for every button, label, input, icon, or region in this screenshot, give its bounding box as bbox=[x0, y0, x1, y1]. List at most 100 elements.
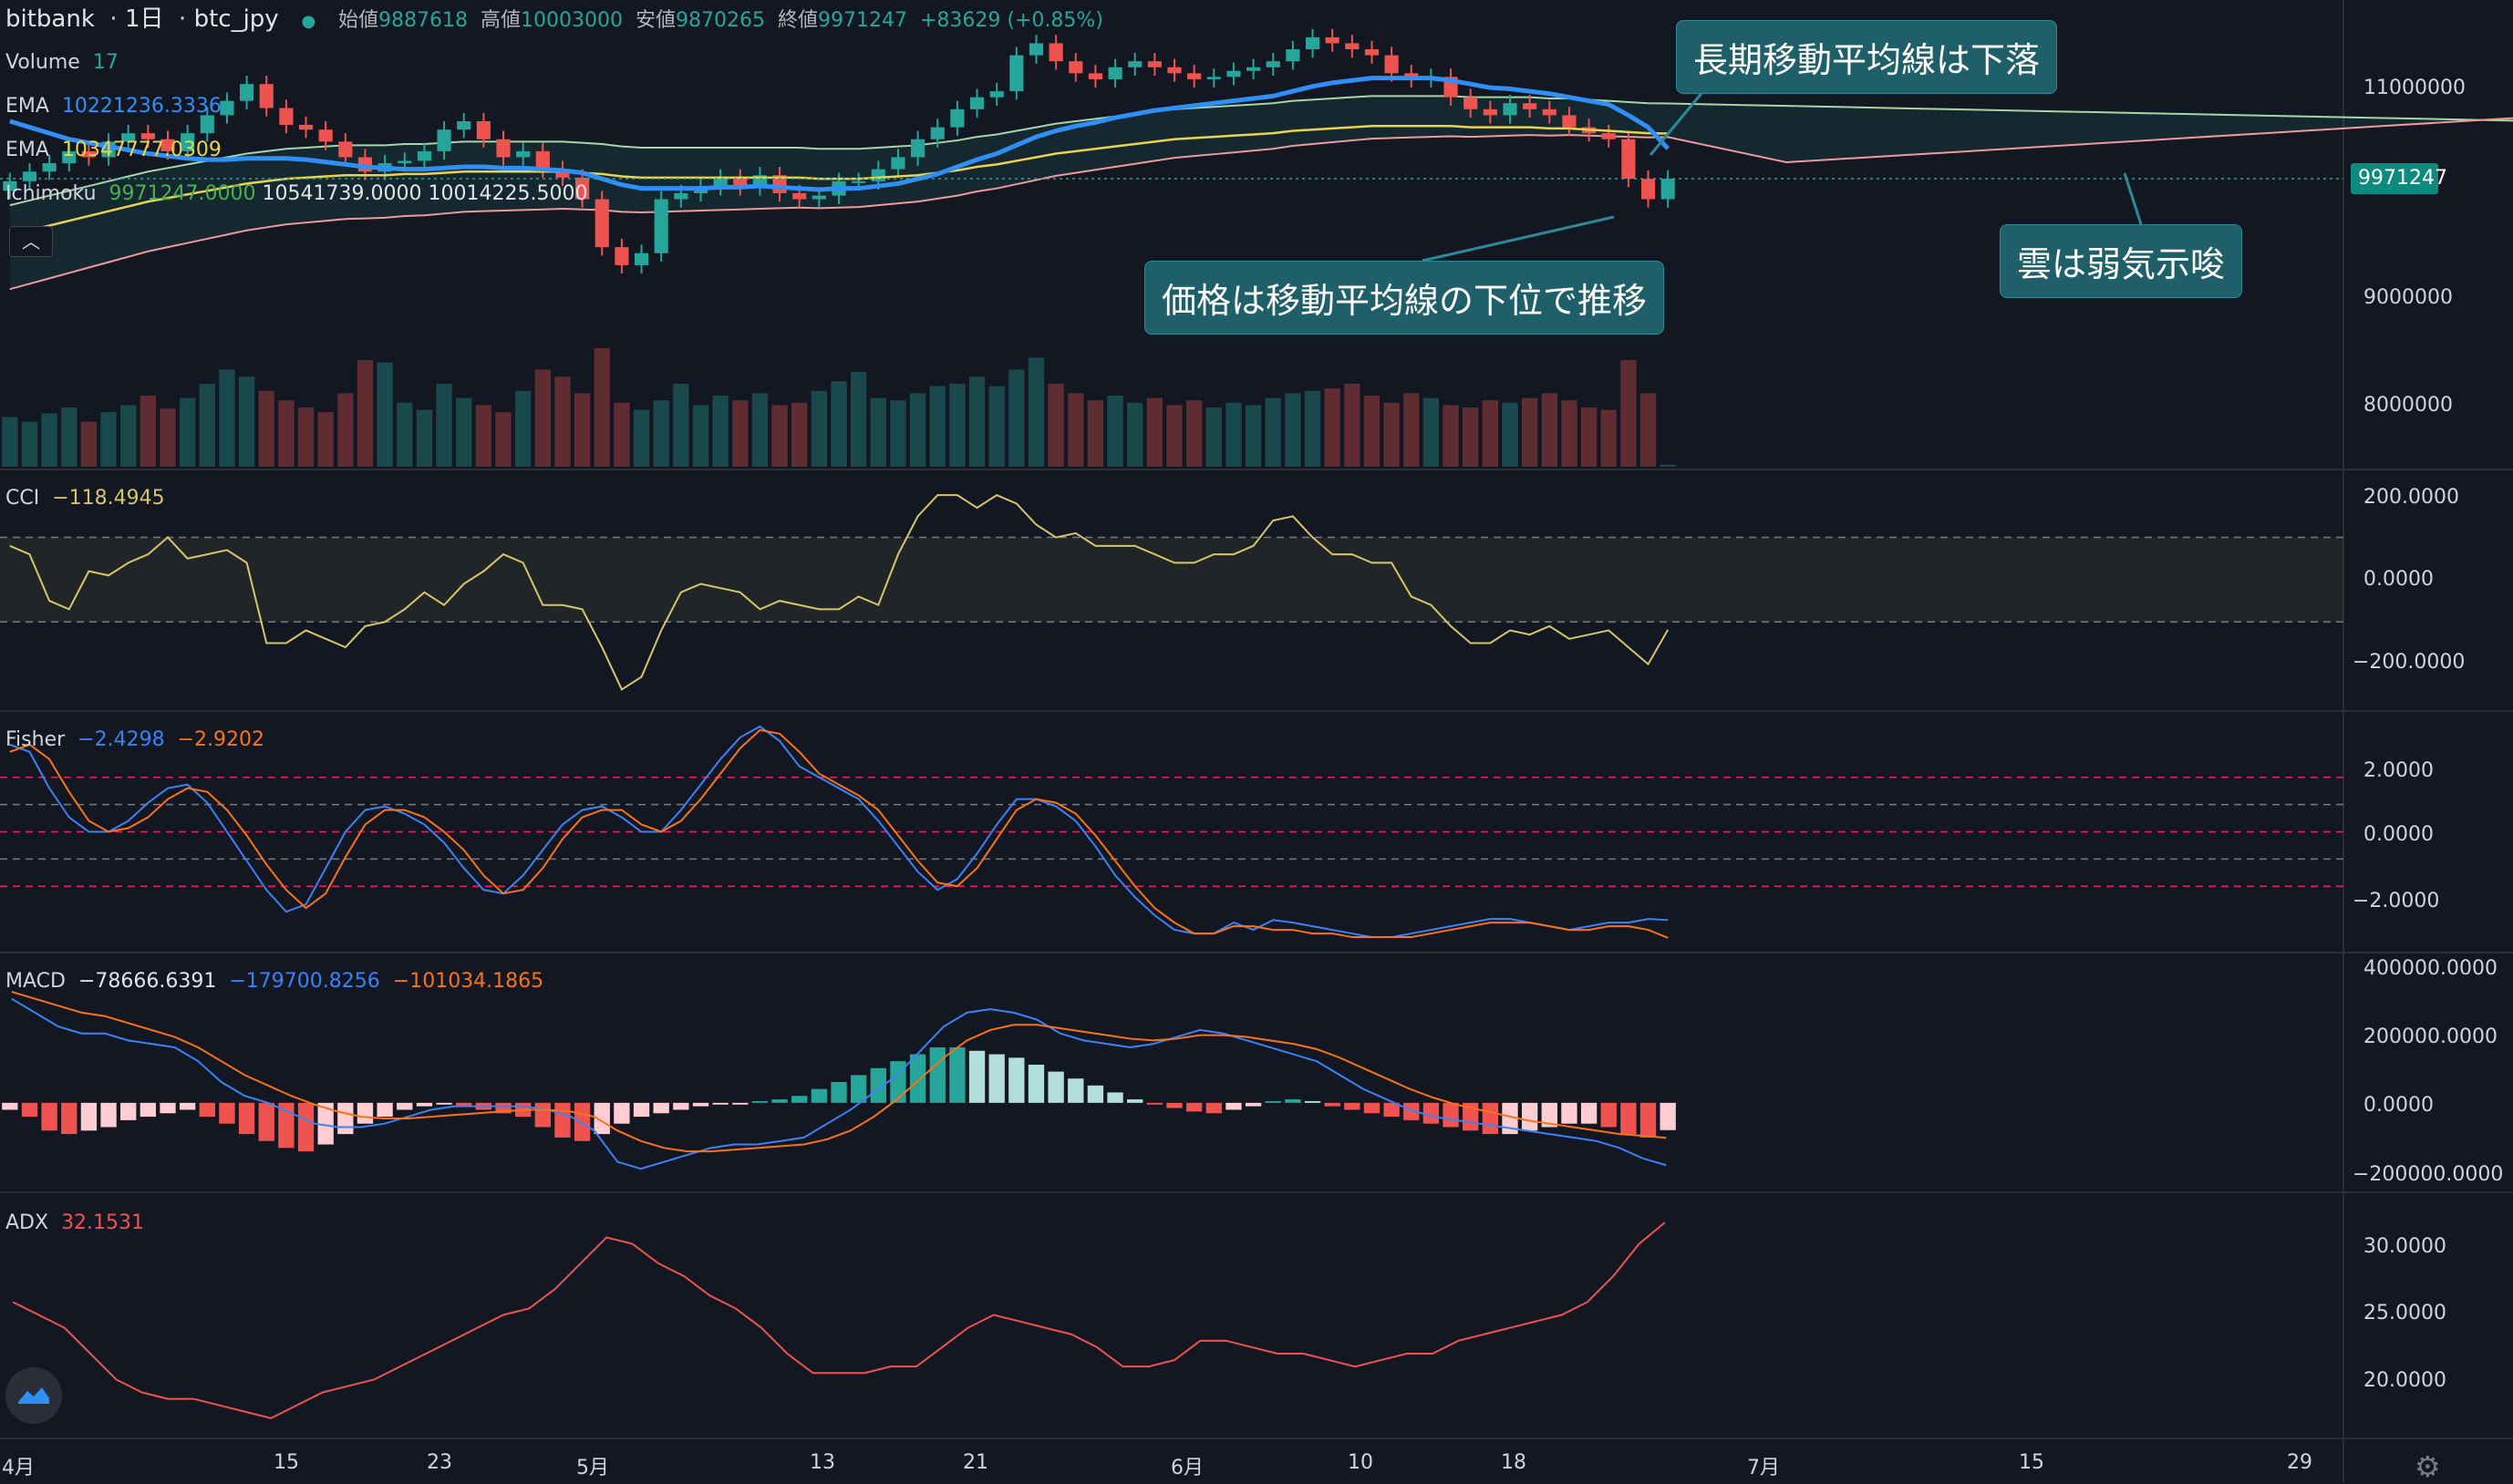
macd-histogram-bar bbox=[1225, 1102, 1242, 1110]
high-label: 高値 bbox=[481, 9, 522, 32]
x-tick-15b: 15 bbox=[2019, 1451, 2044, 1474]
macd-histogram-bar bbox=[1344, 1102, 1360, 1110]
macd-histogram-bar bbox=[436, 1102, 452, 1105]
ema-fast-legend[interactable]: EMA 10221236.3336 bbox=[5, 93, 222, 120]
volume-bar bbox=[811, 390, 828, 467]
macd-histogram-bar bbox=[732, 1102, 749, 1105]
adx-tick-25: 25.0000 bbox=[2363, 1302, 2446, 1324]
volume-legend[interactable]: Volume 17 bbox=[5, 49, 119, 77]
tradingview-logo[interactable] bbox=[5, 1367, 62, 1424]
adx-value: 32.1531 bbox=[61, 1211, 145, 1234]
volume-bar bbox=[791, 402, 808, 467]
close-value: 9971247 bbox=[818, 9, 907, 32]
macd-histogram-bar bbox=[1600, 1102, 1617, 1128]
volume-label: Volume bbox=[5, 51, 80, 74]
fisher-pane[interactable] bbox=[0, 725, 2343, 939]
candle-body bbox=[634, 252, 649, 265]
logo-icon bbox=[18, 1387, 49, 1404]
cci-legend[interactable]: CCI −118.4945 bbox=[5, 485, 165, 512]
candle-body bbox=[259, 84, 274, 108]
ema-slow-legend[interactable]: EMA 10347777.0309 bbox=[5, 137, 222, 164]
annotation-price-below-ma[interactable]: 価格は移動平均線の下位で推移 bbox=[1144, 261, 1665, 335]
cci-tick-200: 200.0000 bbox=[2363, 486, 2459, 509]
fisher-label: Fisher bbox=[5, 728, 66, 751]
volume-bar bbox=[1561, 400, 1577, 467]
fisher-tick-2: 2.0000 bbox=[2363, 759, 2434, 782]
price-pane[interactable] bbox=[0, 28, 2513, 467]
macd-histogram-bar bbox=[397, 1102, 413, 1110]
macd-histogram-bar bbox=[199, 1102, 215, 1118]
volume-bar bbox=[80, 421, 98, 467]
volume-bar bbox=[514, 390, 532, 467]
volume-bar bbox=[890, 400, 906, 467]
interval-label[interactable]: 1日 bbox=[124, 5, 164, 33]
macd-histogram-bar bbox=[909, 1054, 926, 1103]
candle-body bbox=[181, 133, 195, 151]
volume-bar bbox=[1146, 397, 1163, 467]
volume-bar bbox=[594, 348, 610, 467]
adx-pane[interactable] bbox=[12, 1221, 1666, 1419]
macd-tick-minus200000: −200000.0000 bbox=[2353, 1163, 2504, 1186]
ema-fast-value: 10221236.3336 bbox=[61, 95, 222, 118]
candle-body bbox=[1029, 43, 1044, 56]
macd-histogram-bar bbox=[1660, 1102, 1676, 1130]
candle-body bbox=[674, 192, 688, 200]
ichimoku-legend[interactable]: Ichimoku 9971247.0000 10541739.0000 1001… bbox=[5, 180, 587, 208]
candle-body bbox=[1503, 103, 1517, 116]
high-value: 10003000 bbox=[521, 9, 623, 32]
collapse-legend-button[interactable]: ︿ bbox=[9, 226, 53, 257]
macd-histogram-bar bbox=[751, 1100, 769, 1103]
adx-tick-20: 20.0000 bbox=[2363, 1369, 2446, 1392]
macd-histogram-bar bbox=[120, 1102, 137, 1120]
fisher-value-2: −2.9202 bbox=[177, 728, 264, 751]
macd-histogram-bar bbox=[929, 1046, 946, 1103]
macd-histogram-bar bbox=[594, 1102, 610, 1135]
candle-body bbox=[1601, 133, 1616, 139]
price-tick-8000000: 8000000 bbox=[2363, 394, 2453, 417]
volume-bar bbox=[1482, 400, 1499, 467]
x-tick-15: 15 bbox=[274, 1451, 299, 1474]
macd-histogram-bar bbox=[1166, 1102, 1183, 1108]
adx-legend[interactable]: ADX 32.1531 bbox=[5, 1210, 144, 1237]
volume-bar bbox=[1265, 397, 1281, 467]
macd-pane[interactable] bbox=[2, 991, 1676, 1170]
macd-histogram-bar bbox=[712, 1102, 729, 1105]
candle-body bbox=[595, 199, 609, 248]
macd-histogram-bar bbox=[1185, 1102, 1203, 1112]
macd-histogram-bar bbox=[1403, 1102, 1420, 1120]
volume-value: 17 bbox=[92, 51, 119, 74]
cci-pane[interactable] bbox=[0, 494, 2343, 691]
fisher-legend[interactable]: Fisher −2.4298 −2.9202 bbox=[5, 727, 264, 754]
volume-bar bbox=[258, 390, 274, 467]
candle-body bbox=[1088, 73, 1102, 79]
macd-histogram-bar bbox=[495, 1102, 512, 1114]
annotation-bearish-cloud[interactable]: 雲は弱気示唆 bbox=[2000, 224, 2243, 298]
macd-legend[interactable]: MACD −78666.6391 −179700.8256 −101034.18… bbox=[5, 968, 543, 995]
candle-body bbox=[950, 108, 965, 128]
macd-histogram-bar bbox=[653, 1102, 669, 1114]
candle-body bbox=[3, 180, 17, 191]
volume-bar bbox=[1600, 409, 1617, 467]
macd-label: MACD bbox=[5, 970, 66, 993]
volume-bar bbox=[1285, 393, 1301, 467]
annotation-ema-falling[interactable]: 長期移動平均線は下落 bbox=[1676, 20, 2058, 94]
macd-histogram-bar bbox=[1068, 1078, 1084, 1103]
low-label: 安値 bbox=[636, 9, 677, 32]
candle-body bbox=[615, 247, 629, 265]
fisher-tick-0: 0.0000 bbox=[2363, 823, 2434, 846]
volume-bar bbox=[1403, 393, 1420, 467]
volume-bar bbox=[1344, 384, 1360, 467]
macd-histogram-bar bbox=[416, 1102, 433, 1107]
cci-label: CCI bbox=[5, 487, 40, 510]
volume-bar bbox=[120, 405, 137, 467]
candle-body bbox=[1069, 61, 1083, 74]
macd-value-line: −179700.8256 bbox=[229, 970, 380, 993]
settings-gear-icon[interactable]: ⚙ bbox=[2415, 1449, 2441, 1484]
volume-bar bbox=[1363, 396, 1381, 467]
symbol-label[interactable]: btc_jpy bbox=[193, 5, 279, 33]
macd-histogram-bar bbox=[1087, 1085, 1104, 1103]
candle-body bbox=[318, 129, 333, 142]
macd-histogram-bar bbox=[1422, 1102, 1440, 1124]
candle-body bbox=[1523, 103, 1537, 109]
